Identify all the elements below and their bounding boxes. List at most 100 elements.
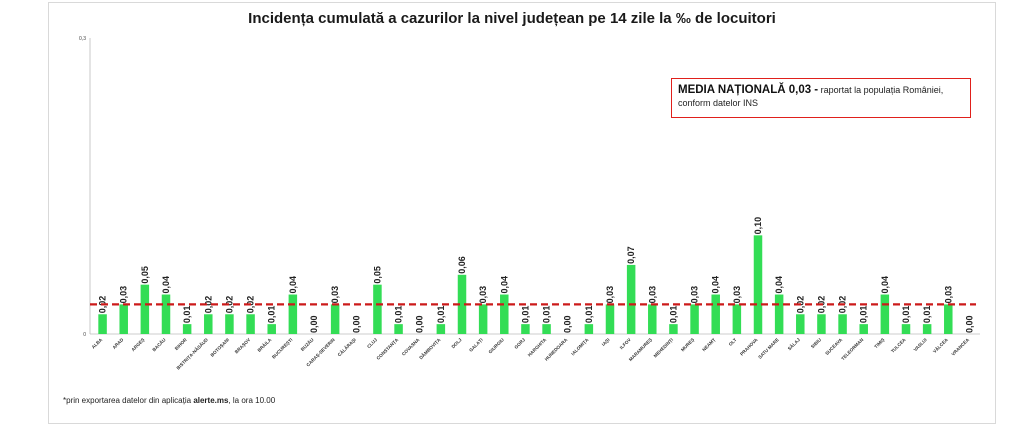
data-label: 0,03 xyxy=(732,286,742,304)
bar xyxy=(605,304,615,334)
bar xyxy=(246,314,255,334)
category-label: BRĂILA xyxy=(256,336,273,353)
data-label: 0,01 xyxy=(520,306,530,324)
data-label: 0,03 xyxy=(478,286,488,304)
data-label: 0,03 xyxy=(943,286,953,304)
data-label: 0,04 xyxy=(774,276,784,294)
bar xyxy=(161,294,171,334)
data-label: 0,04 xyxy=(711,276,721,294)
data-label: 0,00 xyxy=(964,315,974,333)
bar xyxy=(922,324,932,334)
bar xyxy=(732,304,742,334)
data-label: 0,10 xyxy=(753,217,763,235)
category-label: SIBIU xyxy=(810,337,823,350)
bar xyxy=(288,294,298,334)
footnote-suffix: , la ora 10.00 xyxy=(228,396,276,405)
category-label: GIURGIU xyxy=(488,337,506,355)
y-tick-label: 0,3 xyxy=(79,36,86,42)
data-label: 0,01 xyxy=(542,306,552,324)
category-label: ARAD xyxy=(111,337,124,350)
bar xyxy=(838,314,847,334)
data-label: 0,04 xyxy=(499,276,509,294)
category-label: VASLUI xyxy=(913,337,928,352)
category-label: VÂLCEA xyxy=(931,336,949,354)
data-label: 0,04 xyxy=(288,276,298,294)
bar xyxy=(648,304,657,334)
bar xyxy=(225,314,234,334)
category-label: IAȘI xyxy=(601,337,612,348)
category-label: BUZĂU xyxy=(299,336,315,352)
category-label: HUNEDOARA xyxy=(544,337,569,362)
data-label: 0,02 xyxy=(203,296,213,314)
category-label: NEAMȚ xyxy=(701,337,716,352)
data-label: 0,00 xyxy=(563,315,573,333)
bar xyxy=(98,314,107,334)
category-label: OLT xyxy=(728,337,738,347)
footnote-app: alerte.ms xyxy=(193,396,229,405)
category-label: BOTOȘANI xyxy=(210,337,231,358)
category-label: BACĂU xyxy=(151,336,167,352)
bar xyxy=(859,324,868,334)
category-label: CONSTANȚA xyxy=(376,337,400,361)
bar xyxy=(119,304,128,334)
data-label: 0,04 xyxy=(161,276,171,294)
bar xyxy=(626,264,636,334)
data-label: 0,01 xyxy=(267,306,277,324)
category-label: TULCEA xyxy=(890,337,907,354)
bar xyxy=(880,294,890,334)
data-label: 0,01 xyxy=(668,306,678,324)
bar xyxy=(774,294,784,334)
category-label: MARAMUREȘ xyxy=(628,337,654,363)
category-label: BUCUREȘTI xyxy=(271,337,294,360)
category-label: TIMIȘ xyxy=(873,337,886,350)
bar xyxy=(584,324,594,334)
category-label: HARGHITA xyxy=(527,337,548,358)
category-label: ILFOV xyxy=(619,337,633,351)
data-label: 0,02 xyxy=(224,296,234,314)
category-label: GALAȚI xyxy=(468,337,484,353)
bar xyxy=(901,324,911,334)
bar xyxy=(373,284,382,334)
data-label: 0,01 xyxy=(584,306,594,324)
data-label: 0,03 xyxy=(605,286,615,304)
bar xyxy=(521,324,530,334)
data-label: 0,07 xyxy=(626,246,636,264)
category-label: CĂLĂRAȘI xyxy=(336,336,358,358)
data-label: 0,00 xyxy=(309,315,319,333)
category-label: SĂLAJ xyxy=(786,336,801,351)
legend-rest-text: raportat la populația României, xyxy=(818,85,944,95)
data-label: 0,03 xyxy=(119,286,129,304)
bar xyxy=(267,324,276,334)
bar xyxy=(394,324,403,334)
bar xyxy=(753,235,763,334)
bar xyxy=(542,324,551,334)
legend-strong-text: MEDIA NAȚIONALĂ 0,03 - xyxy=(678,84,819,96)
category-label: SATU MARE xyxy=(757,337,780,360)
data-label: 0,03 xyxy=(690,286,700,304)
bar xyxy=(796,314,805,334)
category-label: MUREȘ xyxy=(680,337,696,353)
data-label: 0,01 xyxy=(436,306,446,324)
data-label: 0,06 xyxy=(457,256,467,274)
chart-frame xyxy=(48,2,996,424)
bar xyxy=(182,324,192,334)
category-label: ARGEȘ xyxy=(130,337,146,353)
data-label: 0,01 xyxy=(859,306,869,324)
category-label: COVASNA xyxy=(401,337,421,357)
category-label: IALOMIȚA xyxy=(570,337,590,357)
category-label: MEHEDINȚI xyxy=(653,337,674,358)
legend-line2: conform datelor INS xyxy=(678,98,759,108)
category-label: VRANCEA xyxy=(951,337,971,357)
data-label: 0,03 xyxy=(647,286,657,304)
category-label: CLUJ xyxy=(366,337,378,349)
data-label: 0,05 xyxy=(372,266,382,284)
footnote: *prin exportarea datelor din aplicația a… xyxy=(63,396,275,405)
national-average-legend: MEDIA NAȚIONALĂ 0,03 - raportat la popul… xyxy=(671,78,971,118)
data-label: 0,00 xyxy=(415,315,425,333)
category-label: SUCEAVA xyxy=(824,337,843,356)
data-label: 0,03 xyxy=(330,286,340,304)
bar xyxy=(204,314,213,334)
bar xyxy=(944,304,953,334)
category-label: PRAHOVA xyxy=(739,337,759,357)
